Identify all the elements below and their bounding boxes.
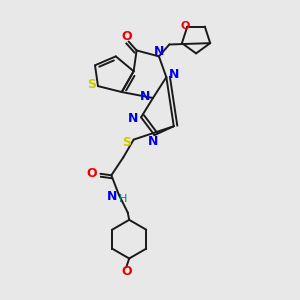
Text: O: O bbox=[87, 167, 98, 180]
Text: H: H bbox=[119, 194, 128, 204]
Text: N: N bbox=[169, 68, 179, 81]
Text: S: S bbox=[87, 78, 96, 91]
Text: O: O bbox=[122, 30, 132, 43]
Text: N: N bbox=[107, 190, 117, 202]
Text: N: N bbox=[148, 135, 158, 148]
Text: N: N bbox=[140, 90, 150, 103]
Text: S: S bbox=[123, 136, 132, 149]
Text: O: O bbox=[180, 21, 190, 31]
Text: N: N bbox=[154, 45, 165, 58]
Text: O: O bbox=[121, 266, 131, 278]
Text: N: N bbox=[128, 112, 138, 125]
